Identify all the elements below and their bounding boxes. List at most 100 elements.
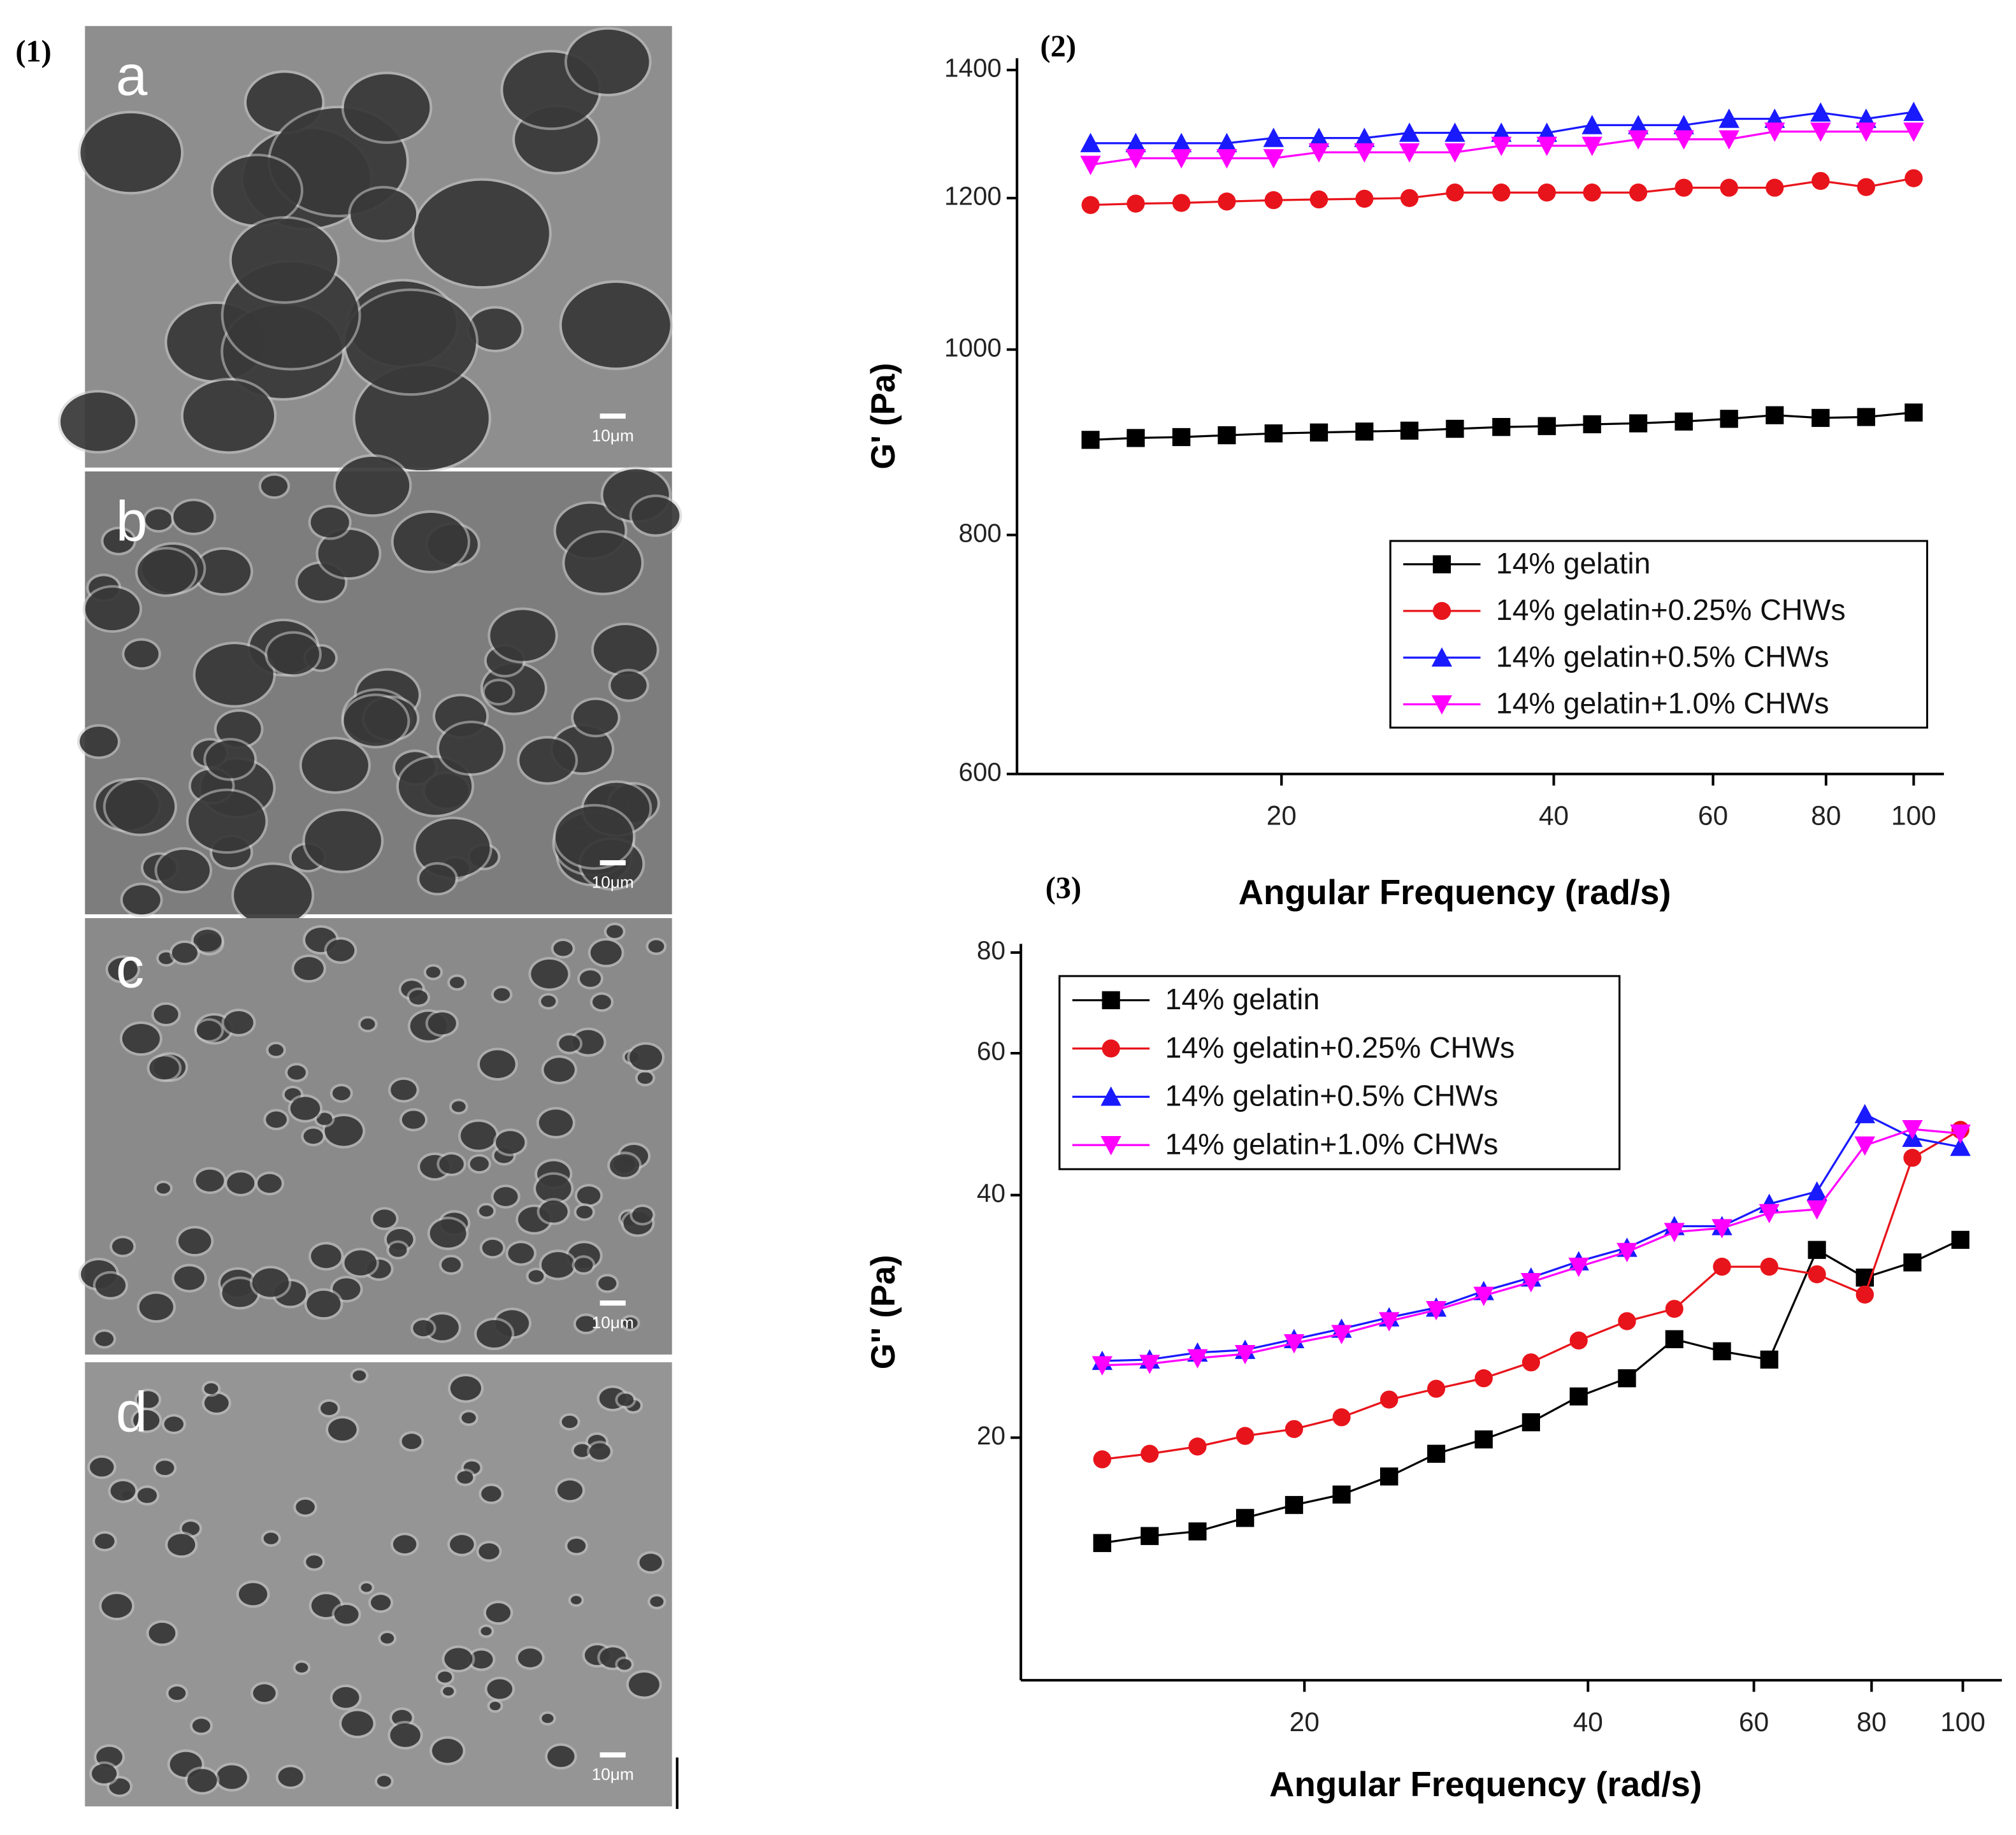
sem-pore	[333, 1278, 361, 1300]
sem-pore	[324, 1116, 363, 1146]
sem-pore	[139, 1293, 173, 1321]
marker	[1399, 122, 1420, 142]
sem-pore	[538, 1109, 573, 1136]
scale-bar-label: 10μm	[592, 1313, 634, 1332]
sem-pore	[557, 1480, 583, 1500]
sem-pore	[443, 1687, 454, 1696]
sem-pore	[344, 1250, 377, 1276]
y-tick-label: 600	[959, 757, 1002, 786]
x-tick-label: 60	[1739, 1707, 1769, 1737]
marker	[1618, 1369, 1636, 1388]
marker	[1808, 1241, 1826, 1259]
marker	[1808, 1265, 1826, 1284]
sem-pore	[193, 930, 222, 952]
legend-box	[1389, 540, 1929, 729]
marker	[1903, 1253, 1922, 1272]
sem-pore	[290, 1097, 320, 1120]
marker	[1400, 421, 1419, 440]
sem-pore	[195, 644, 273, 705]
marker	[1170, 149, 1192, 169]
sem-pore	[389, 1242, 407, 1257]
sem-image	[78, 918, 672, 1355]
sem-pore	[428, 1012, 456, 1035]
sem-pore	[555, 806, 633, 868]
sem-pore	[390, 1723, 421, 1747]
sem-pore	[148, 1622, 176, 1644]
sem-pore	[592, 995, 612, 1010]
marker	[1355, 422, 1374, 441]
sem-pore	[470, 1650, 493, 1669]
sem-pore	[195, 549, 251, 593]
sem-pore	[589, 1443, 610, 1460]
marker	[1903, 101, 1924, 121]
sem-pore	[227, 1172, 255, 1194]
marker	[1569, 1387, 1588, 1406]
sem-pore	[342, 1711, 373, 1736]
marker	[1713, 1342, 1731, 1360]
marker	[1537, 417, 1556, 435]
sem-pore	[263, 1532, 278, 1544]
marker	[1664, 1223, 1685, 1242]
marker	[1950, 1136, 1971, 1156]
marker	[1950, 1124, 1971, 1144]
sem-pore	[196, 1169, 224, 1192]
marker	[1857, 178, 1875, 196]
scale-bar	[600, 1300, 626, 1306]
marker	[1674, 178, 1693, 197]
sem-pore	[261, 475, 288, 497]
sem-pore	[305, 810, 382, 871]
sem-pore	[482, 1239, 503, 1256]
marker	[1399, 143, 1420, 163]
sem-pore	[639, 1553, 662, 1572]
sem-pore	[574, 1258, 593, 1272]
marker	[1444, 143, 1465, 163]
marker	[1474, 1369, 1493, 1388]
marker	[1583, 415, 1601, 434]
sem-pore	[570, 1595, 582, 1604]
marker	[1811, 408, 1830, 428]
sem-pore	[650, 1596, 664, 1607]
marker	[1264, 424, 1283, 443]
sem-pore	[108, 958, 138, 981]
y-tick-label: 800	[959, 518, 1002, 547]
marker	[1125, 149, 1146, 169]
legend-marker	[1102, 991, 1120, 1009]
panel-label: (2)	[1040, 29, 1077, 63]
sem-pore	[133, 1410, 160, 1431]
sem-pore	[352, 1370, 366, 1381]
marker	[1951, 1230, 1969, 1249]
marker	[1332, 1485, 1351, 1504]
sem-pore	[637, 1072, 653, 1084]
sem-pore	[561, 1415, 578, 1428]
sem-pore	[204, 1393, 229, 1413]
sem-pore	[360, 1018, 375, 1030]
marker	[1711, 1219, 1732, 1239]
sem-pore	[553, 940, 573, 956]
sem-background	[85, 1362, 672, 1807]
sem-pore	[623, 1317, 638, 1329]
marker	[1354, 127, 1375, 147]
marker	[1332, 1408, 1351, 1427]
sem-pore	[610, 671, 647, 700]
sem-pore	[610, 1154, 640, 1177]
sem-pore	[450, 1535, 474, 1554]
marker	[1522, 1413, 1541, 1432]
panel-label: (3)	[1046, 872, 1082, 905]
series-line	[1102, 1128, 1961, 1461]
marker	[1216, 133, 1237, 152]
sem-pore	[183, 380, 275, 452]
marker	[1764, 122, 1785, 142]
legend-marker	[1100, 1086, 1121, 1106]
sem-pore	[541, 995, 556, 1007]
marker	[1520, 1273, 1542, 1293]
sem-pore	[414, 180, 549, 287]
sem-pore	[438, 1671, 452, 1683]
scale-bar	[600, 1752, 626, 1758]
sem-pore	[320, 1401, 338, 1415]
marker	[1854, 1136, 1875, 1156]
sem-pore	[157, 849, 210, 891]
marker	[1309, 423, 1328, 442]
sem-pore	[306, 1555, 323, 1569]
sem-pore	[598, 1276, 617, 1291]
